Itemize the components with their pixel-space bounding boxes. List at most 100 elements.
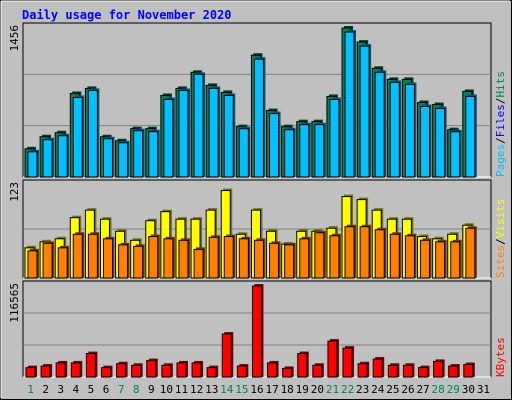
kbytes-bar-25 [387,364,398,378]
x-tick-label-8: 8 [133,383,140,396]
x-tick-label-9: 9 [148,383,155,396]
files-bar-7 [118,142,129,178]
y-tick-label-2: 116565 [8,283,21,323]
files-bar-4 [72,96,83,178]
x-tick-label-11: 11 [175,383,188,396]
legend-item-0-1: / [494,137,507,144]
x-tick-label-29: 29 [447,383,460,396]
legend-item-0-0: Pages [494,144,507,177]
x-tick-label-14: 14 [220,383,234,396]
sites-bar-29 [450,241,461,279]
kbytes-bar-28 [433,360,444,378]
x-tick-label-23: 23 [356,383,369,396]
x-tick-label-13: 13 [205,383,218,396]
y-tick-label-1: 123 [8,182,21,202]
sites-bar-26 [404,235,415,279]
legend-1: Sites/Visits [494,199,507,279]
files-bar-30 [465,95,476,178]
legend-item-1-1: / [494,238,507,245]
legend-item-0-3: / [494,98,507,105]
legend-item-1-2: Visits [494,199,507,239]
files-bar-19 [299,124,310,178]
files-bar-6 [102,138,113,178]
sites-bar-2 [42,242,53,279]
kbytes-bar-5 [85,353,96,378]
x-tick-label-17: 17 [265,383,278,396]
x-tick-label-1: 1 [27,383,34,396]
sites-bar-12 [193,248,204,279]
sites-bar-1 [27,250,38,279]
files-bar-16 [253,58,264,178]
files-bar-25 [389,81,400,178]
sites-bar-10 [163,238,174,279]
sites-bar-6 [102,238,113,279]
sites-bar-5 [87,233,98,279]
x-tick-label-21: 21 [326,383,339,396]
x-tick-label-30: 30 [462,383,475,396]
files-bar-12 [193,73,204,178]
kbytes-bar-19 [297,353,308,378]
chart-title: Daily usage for November 2020 [22,8,232,22]
files-bar-2 [42,139,53,178]
x-tick-label-19: 19 [296,383,309,396]
files-bar-1 [27,151,38,178]
files-bar-17 [269,113,280,178]
files-bar-3 [57,135,68,178]
kbytes-bar-13 [206,367,217,378]
legend-0: Pages/Files/Hits [494,71,507,177]
legend-item-0-2: Files [494,104,507,137]
x-tick-label-7: 7 [118,383,125,396]
x-tick-label-16: 16 [250,383,263,396]
kbytes-bar-12 [191,362,202,378]
legend-item-1-0: Sites [494,245,507,278]
kbytes-bar-26 [402,364,413,378]
y-tick-label-0: 1456 [8,25,21,52]
sites-bar-3 [57,247,68,279]
kbytes-bar-21 [327,340,338,378]
kbytes-bar-1 [25,367,36,378]
sites-bar-13 [208,236,219,279]
files-bar-10 [163,98,174,178]
sites-bar-25 [389,233,400,279]
sites-bar-28 [435,241,446,279]
kbytes-bar-23 [357,363,368,378]
x-tick-label-22: 22 [341,383,354,396]
files-bar-20 [314,124,325,178]
sites-bar-4 [72,233,83,279]
kbytes-bar-14 [221,333,232,378]
files-bar-5 [87,89,98,178]
files-bar-14 [223,94,234,178]
kbytes-bar-11 [176,362,187,378]
kbytes-bar-18 [282,367,293,378]
files-bar-11 [178,89,189,178]
files-bar-13 [208,87,219,178]
kbytes-bar-29 [448,365,459,378]
sites-bar-8 [133,245,144,279]
x-tick-label-26: 26 [401,383,414,396]
kbytes-bar-2 [40,365,51,378]
kbytes-bar-7 [116,363,127,378]
sites-bar-17 [269,242,280,279]
sites-bar-11 [178,239,189,279]
x-tick-label-31: 31 [477,383,490,396]
legend-2: KBytes [494,337,507,377]
x-tick-label-18: 18 [281,383,294,396]
kbytes-bar-30 [463,364,474,378]
kbytes-bar-8 [131,364,142,378]
x-tick-label-4: 4 [73,383,80,396]
sites-bar-24 [374,229,385,279]
sites-bar-18 [284,244,295,279]
kbytes-bar-15 [236,365,247,378]
kbytes-bar-27 [418,367,429,378]
kbytes-bar-22 [342,347,353,378]
x-tick-label-15: 15 [235,383,248,396]
x-tick-label-24: 24 [371,383,385,396]
x-tick-label-25: 25 [386,383,399,396]
sites-bar-7 [118,244,129,279]
legend-item-2-0: KBytes [494,337,507,377]
sites-bar-9 [148,236,159,279]
kbytes-bar-9 [146,360,157,378]
x-tick-label-28: 28 [432,383,445,396]
